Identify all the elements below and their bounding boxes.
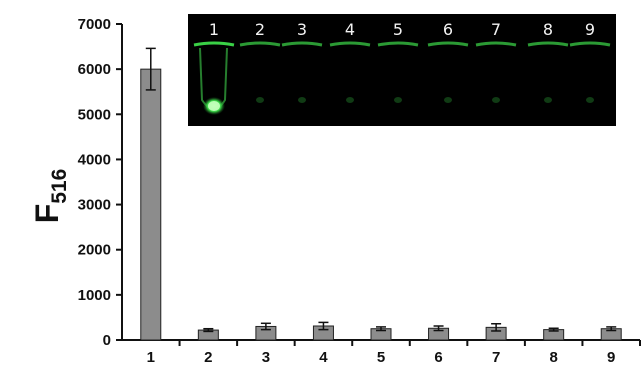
y-tick-label: 0 [103, 332, 111, 349]
inset-background [188, 14, 616, 126]
y-tick-label: 4000 [78, 151, 111, 168]
tube-label-6: 6 [443, 20, 453, 39]
tube-tip-3 [298, 97, 306, 103]
x-tick-label: 7 [492, 349, 500, 366]
tube-label-4: 4 [345, 20, 355, 39]
tube-tip-8 [544, 97, 552, 103]
tube-group: 1 2 3 4 5 6 7 8 9 [193, 20, 611, 115]
y-tick-label: 2000 [78, 242, 111, 259]
bar-group [140, 47, 622, 341]
tube-label-8: 8 [543, 20, 553, 39]
tube-rim-4 [329, 41, 371, 47]
y-axis-label: F516 [29, 169, 71, 224]
tube-label-2: 2 [255, 20, 265, 39]
tube-tip-2 [256, 97, 264, 103]
tube-tip-6 [444, 97, 452, 103]
tube-tip-4 [346, 97, 354, 103]
x-tick-group: 1 2 3 4 5 6 7 8 9 [147, 340, 641, 366]
x-tick-label: 5 [377, 349, 385, 366]
tube-rim-8 [527, 41, 569, 47]
tube-rim-3 [281, 41, 323, 47]
y-tick-group: 0 1000 2000 3000 4000 5000 6000 7000 [78, 16, 122, 349]
y-tick-label: 6000 [78, 61, 111, 78]
x-tick-label: 3 [262, 349, 270, 366]
tube-tip-9 [586, 97, 594, 103]
tube-rim-6 [427, 41, 469, 47]
x-tick-label: 2 [204, 349, 212, 366]
y-tick-label: 5000 [78, 106, 111, 123]
tube-label-1: 1 [209, 20, 219, 39]
tube-label-7: 7 [491, 20, 501, 39]
tube-rim-5 [377, 41, 419, 47]
x-tick-label: 1 [147, 349, 155, 366]
tube-rim-2 [239, 41, 281, 47]
inset-photo: 1 2 3 4 5 6 7 8 9 [188, 14, 616, 126]
tube-fluorescence-core-1 [208, 101, 220, 111]
bar-1 [140, 68, 162, 341]
tube-label-3: 3 [297, 20, 307, 39]
tube-label-5: 5 [393, 20, 403, 39]
x-tick-label: 8 [549, 349, 557, 366]
tube-rim-7 [475, 41, 517, 47]
tube-tip-5 [394, 97, 402, 103]
y-tick-label: 7000 [78, 16, 111, 33]
x-tick-label: 9 [607, 349, 615, 366]
tube-label-9: 9 [585, 20, 595, 39]
y-tick-label: 3000 [78, 197, 111, 214]
y-axis-label-main: F [29, 204, 65, 224]
tube-rim-9 [569, 41, 611, 47]
y-axis-label-subscript: 516 [48, 169, 71, 204]
y-tick-label: 1000 [78, 287, 111, 304]
tube-tip-7 [492, 97, 500, 103]
svg-text:F516: F516 [29, 169, 71, 224]
x-tick-label: 6 [434, 349, 442, 366]
x-tick-label: 4 [319, 349, 328, 366]
tube-rim-1 [193, 41, 235, 47]
